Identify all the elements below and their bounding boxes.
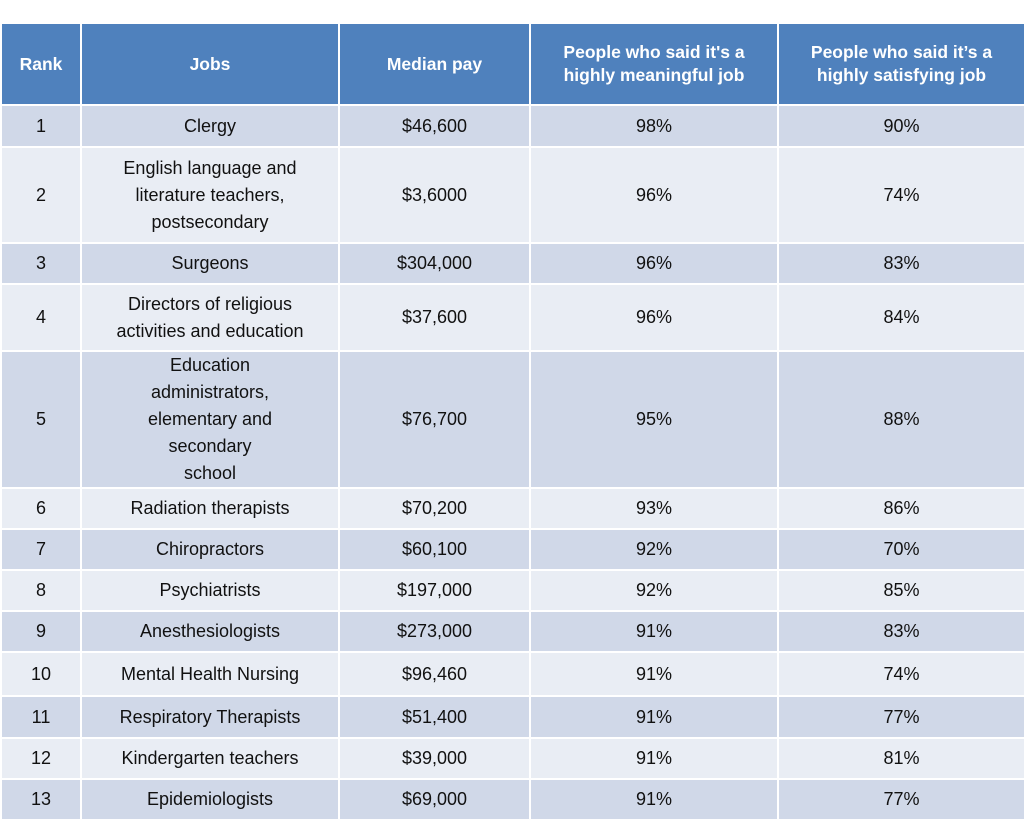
- table-cell: 91%: [529, 778, 779, 821]
- table-cell: 4: [0, 283, 82, 352]
- table-cell: 1: [0, 104, 82, 148]
- header-cell: People who said it's a highly meaningful…: [529, 22, 779, 106]
- table-cell: $197,000: [338, 569, 531, 612]
- table-cell: Chiropractors: [80, 528, 340, 571]
- table-cell: $76,700: [338, 350, 531, 489]
- table-cell: 98%: [529, 104, 779, 148]
- table-cell: Education administrators, elementary and…: [80, 350, 340, 489]
- table-cell: $51,400: [338, 695, 531, 739]
- table-cell: 77%: [777, 695, 1024, 739]
- table-cell: 8: [0, 569, 82, 612]
- table-cell: Directors of religious activities and ed…: [80, 283, 340, 352]
- table-row: 7 Chiropractors $60,100 92% 70%: [0, 528, 1024, 571]
- table-row: 12 Kindergarten teachers $39,000 91% 81%: [0, 737, 1024, 780]
- table-cell: Epidemiologists: [80, 778, 340, 821]
- table-cell: Kindergarten teachers: [80, 737, 340, 780]
- table-row: 3 Surgeons $304,000 96% 83%: [0, 242, 1024, 285]
- table-cell: 83%: [777, 242, 1024, 285]
- table-cell: $304,000: [338, 242, 531, 285]
- table-row: 5 Education administrators, elementary an…: [0, 350, 1024, 489]
- table-cell: 93%: [529, 487, 779, 530]
- table-row: 11 Respiratory Therapists $51,400 91% 77%: [0, 695, 1024, 739]
- table-cell: 91%: [529, 695, 779, 739]
- table-cell: $46,600: [338, 104, 531, 148]
- table-cell: 70%: [777, 528, 1024, 571]
- table-cell: 85%: [777, 569, 1024, 612]
- table-cell: $70,200: [338, 487, 531, 530]
- table-cell: 12: [0, 737, 82, 780]
- table-row: 10 Mental Health Nursing $96,460 91% 74%: [0, 651, 1024, 697]
- table-cell: 9: [0, 610, 82, 653]
- table-row: 6 Radiation therapists $70,200 93% 86%: [0, 487, 1024, 530]
- table-cell: 7: [0, 528, 82, 571]
- table-cell: 81%: [777, 737, 1024, 780]
- table-cell: Psychiatrists: [80, 569, 340, 612]
- table-cell: $37,600: [338, 283, 531, 352]
- table-row: 4 Directors of religious activities and e…: [0, 283, 1024, 352]
- table-cell: 88%: [777, 350, 1024, 489]
- table-cell: 5: [0, 350, 82, 489]
- table-cell: $273,000: [338, 610, 531, 653]
- table-cell: 86%: [777, 487, 1024, 530]
- table-cell: 92%: [529, 528, 779, 571]
- header-cell: Median pay: [338, 22, 531, 106]
- table-cell: 91%: [529, 610, 779, 653]
- table-row: 13 Epidemiologists $69,000 91% 77%: [0, 778, 1024, 821]
- table-cell: Anesthesiologists: [80, 610, 340, 653]
- table-cell: 96%: [529, 146, 779, 244]
- table-cell: $69,000: [338, 778, 531, 821]
- table-cell: 10: [0, 651, 82, 697]
- table-cell: 90%: [777, 104, 1024, 148]
- table-cell: 11: [0, 695, 82, 739]
- jobs-table: Rank Jobs Median pay People who said it's a…: [0, 22, 1024, 821]
- table-cell: 91%: [529, 737, 779, 780]
- header-cell: People who said it’s a highly satisfying…: [777, 22, 1024, 106]
- table-cell: 2: [0, 146, 82, 244]
- table-cell: Surgeons: [80, 242, 340, 285]
- table-cell: English language and literature teachers…: [80, 146, 340, 244]
- table-cell: Mental Health Nursing: [80, 651, 340, 697]
- table-row: 9 Anesthesiologists $273,000 91% 83%: [0, 610, 1024, 653]
- table-cell: $96,460: [338, 651, 531, 697]
- table-row: 1 Clergy $46,600 98% 90%: [0, 104, 1024, 148]
- table-cell: 91%: [529, 651, 779, 697]
- table-cell: 77%: [777, 778, 1024, 821]
- table-cell: 3: [0, 242, 82, 285]
- table-cell: 13: [0, 778, 82, 821]
- table-cell: Radiation therapists: [80, 487, 340, 530]
- table-cell: 95%: [529, 350, 779, 489]
- table-cell: Respiratory Therapists: [80, 695, 340, 739]
- table-cell: 6: [0, 487, 82, 530]
- table-cell: $3,6000: [338, 146, 531, 244]
- table-row: 2 English language and literature teacher…: [0, 146, 1024, 244]
- table-cell: 96%: [529, 242, 779, 285]
- table-cell: $39,000: [338, 737, 531, 780]
- header-cell: Rank: [0, 22, 82, 106]
- table-cell: 96%: [529, 283, 779, 352]
- table-cell: 84%: [777, 283, 1024, 352]
- header-row: Rank Jobs Median pay People who said it's a…: [0, 22, 1024, 106]
- table-cell: 74%: [777, 146, 1024, 244]
- table-cell: 74%: [777, 651, 1024, 697]
- table-row: 8 Psychiatrists $197,000 92% 85%: [0, 569, 1024, 612]
- header-cell: Jobs: [80, 22, 340, 106]
- table-cell: 83%: [777, 610, 1024, 653]
- table-cell: 92%: [529, 569, 779, 612]
- table-cell: $60,100: [338, 528, 531, 571]
- table-cell: Clergy: [80, 104, 340, 148]
